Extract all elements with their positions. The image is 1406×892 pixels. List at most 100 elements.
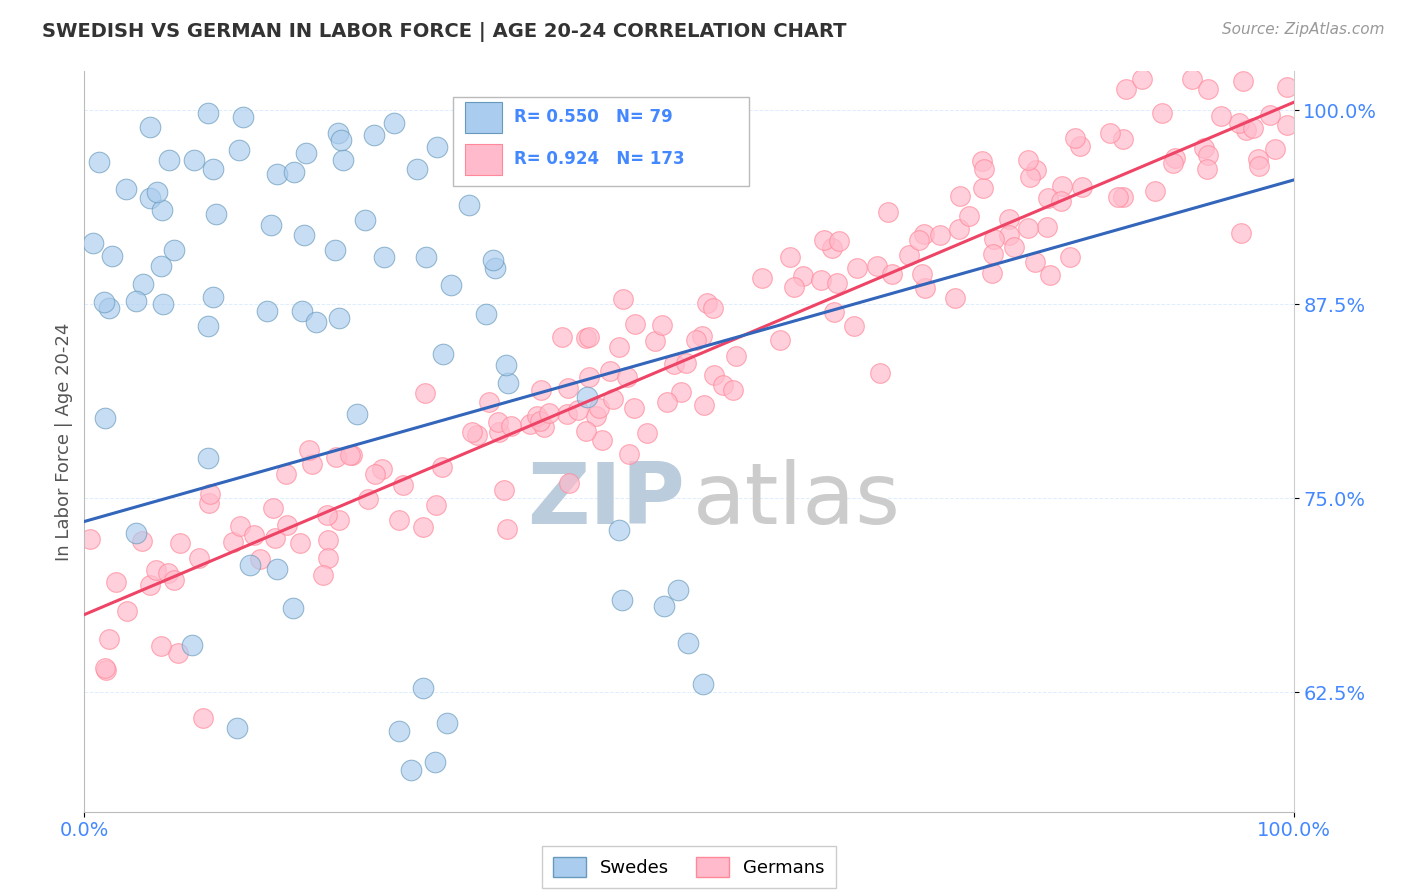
Point bbox=[228, 143, 250, 157]
Point bbox=[328, 310, 350, 325]
Point bbox=[114, 182, 136, 196]
Point bbox=[440, 277, 463, 292]
Point bbox=[353, 213, 375, 227]
Point bbox=[702, 301, 724, 316]
Point bbox=[494, 483, 516, 497]
Point bbox=[163, 574, 186, 588]
Point bbox=[132, 277, 155, 292]
Point bbox=[415, 250, 437, 264]
Point bbox=[1071, 180, 1094, 194]
Point bbox=[475, 152, 498, 166]
Point bbox=[842, 318, 865, 333]
Point bbox=[323, 243, 346, 257]
Point bbox=[266, 562, 288, 576]
Point bbox=[1247, 159, 1270, 173]
Point bbox=[295, 146, 318, 161]
Point bbox=[1264, 142, 1286, 156]
Point bbox=[869, 366, 891, 380]
Point bbox=[1209, 109, 1232, 123]
Point bbox=[970, 154, 993, 169]
Text: ZIP: ZIP bbox=[527, 459, 685, 542]
Point bbox=[152, 297, 174, 311]
Point bbox=[163, 243, 186, 257]
Point bbox=[180, 638, 202, 652]
Point bbox=[578, 370, 600, 384]
Point bbox=[1163, 151, 1185, 165]
Point bbox=[588, 401, 610, 415]
Point bbox=[821, 241, 844, 255]
Point bbox=[575, 390, 598, 404]
Point bbox=[810, 273, 832, 287]
Point bbox=[150, 202, 173, 217]
Point bbox=[332, 153, 354, 167]
Point bbox=[1163, 156, 1185, 170]
Point bbox=[711, 378, 734, 392]
Point bbox=[460, 425, 482, 439]
Point bbox=[198, 487, 221, 501]
Point bbox=[533, 419, 555, 434]
Point bbox=[957, 209, 980, 223]
Point bbox=[363, 128, 385, 142]
Point bbox=[274, 467, 297, 481]
Point bbox=[156, 566, 179, 580]
Point bbox=[340, 448, 363, 462]
Point bbox=[692, 677, 714, 691]
Y-axis label: In Labor Force | Age 20-24: In Labor Force | Age 20-24 bbox=[55, 322, 73, 561]
Point bbox=[124, 525, 146, 540]
Point bbox=[911, 267, 934, 281]
Point bbox=[388, 513, 411, 527]
Text: Source: ZipAtlas.com: Source: ZipAtlas.com bbox=[1222, 22, 1385, 37]
Point bbox=[205, 207, 228, 221]
Point bbox=[825, 276, 848, 290]
Point bbox=[828, 234, 851, 248]
Point bbox=[555, 407, 578, 421]
Point bbox=[149, 639, 172, 653]
Point bbox=[1230, 226, 1253, 240]
Point bbox=[1277, 118, 1299, 132]
Point bbox=[197, 451, 219, 466]
Point bbox=[198, 496, 221, 510]
Text: atlas: atlas bbox=[693, 459, 901, 542]
Point bbox=[412, 681, 434, 696]
Point bbox=[150, 260, 173, 274]
Point bbox=[723, 383, 745, 397]
Point bbox=[1258, 108, 1281, 122]
Point bbox=[388, 724, 411, 739]
Point bbox=[980, 266, 1002, 280]
Point bbox=[346, 407, 368, 421]
Point bbox=[249, 552, 271, 566]
Point bbox=[1036, 220, 1059, 235]
Point bbox=[529, 383, 551, 397]
Point bbox=[392, 478, 415, 492]
Point bbox=[1144, 184, 1167, 198]
Point bbox=[693, 398, 716, 412]
Point bbox=[326, 126, 349, 140]
Point bbox=[1112, 131, 1135, 145]
Point bbox=[1050, 179, 1073, 194]
Point bbox=[305, 315, 328, 329]
Point bbox=[484, 261, 506, 276]
Point bbox=[1002, 240, 1025, 254]
Point bbox=[624, 317, 647, 331]
Point bbox=[202, 161, 225, 176]
Point bbox=[998, 227, 1021, 242]
Point bbox=[496, 522, 519, 536]
Point bbox=[169, 536, 191, 550]
Point bbox=[266, 167, 288, 181]
FancyBboxPatch shape bbox=[453, 97, 749, 186]
Point bbox=[636, 425, 658, 440]
Point bbox=[312, 568, 335, 582]
Point bbox=[188, 551, 211, 566]
Point bbox=[652, 599, 675, 613]
Point bbox=[1234, 123, 1257, 137]
Point bbox=[139, 120, 162, 135]
Point bbox=[813, 234, 835, 248]
Point bbox=[751, 270, 773, 285]
Point bbox=[1036, 191, 1059, 205]
Point bbox=[325, 450, 347, 464]
Point bbox=[94, 410, 117, 425]
Point bbox=[259, 218, 281, 232]
Point bbox=[1024, 255, 1046, 269]
Point bbox=[183, 153, 205, 167]
Point bbox=[256, 304, 278, 318]
